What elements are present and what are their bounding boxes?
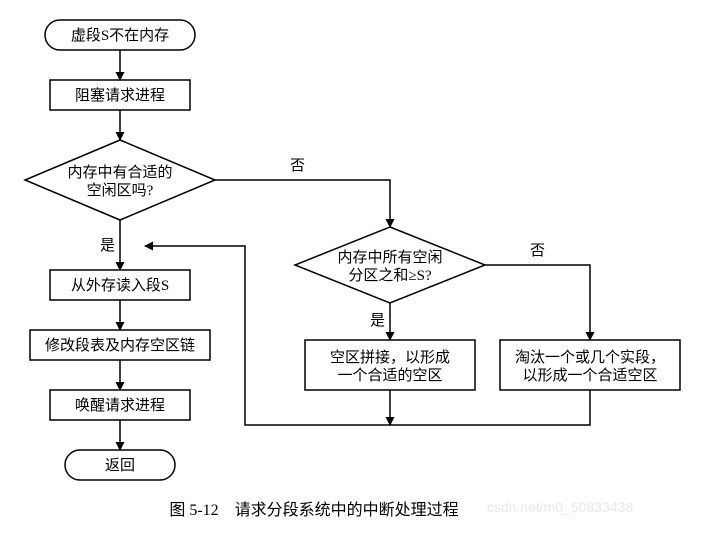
node-text: 返回 — [105, 457, 135, 474]
node-text: 内存中有合适的 — [67, 164, 172, 181]
node-text: 空区拼接，以形成 — [330, 349, 450, 366]
node-text: 空闲区吗? — [87, 182, 154, 199]
edge-label: 否 — [530, 243, 545, 259]
node-text: 虚段S不在内存 — [71, 27, 169, 44]
node-text: 唤醒请求进程 — [75, 397, 165, 414]
node-text: 分区之和≥S? — [348, 267, 432, 284]
edge — [390, 390, 590, 425]
node-merge: 空区拼接，以形成一个合适的空区 — [305, 340, 475, 390]
node-text: 淘汰一个或几个实段， — [515, 349, 665, 366]
edge-label: 是 — [370, 313, 385, 329]
node-evict: 淘汰一个或几个实段，以形成一个合适空区 — [500, 340, 680, 390]
edge — [215, 180, 390, 227]
edge — [485, 265, 590, 340]
node-block: 阻塞请求进程 — [50, 80, 190, 110]
node-wake: 唤醒请求进程 — [50, 390, 190, 420]
node-read: 从外存读入段S — [50, 270, 190, 300]
caption: 图 5-12 请求分段系统中的中断处理过程 — [169, 501, 458, 519]
node-text: 阻塞请求进程 — [75, 86, 165, 104]
node-text: 内存中所有空闲 — [337, 249, 442, 266]
node-text: 以形成一个合适空区 — [522, 367, 657, 384]
node-text: 从外存读入段S — [71, 277, 169, 294]
node-start: 虚段S不在内存 — [45, 20, 195, 50]
node-modify: 修改段表及内存空区链 — [30, 330, 210, 360]
edge-label: 是 — [100, 238, 115, 254]
node-text: 一个合适的空区 — [337, 367, 442, 384]
watermark: csdn.net/m0_50833438 — [487, 499, 634, 515]
node-d1: 内存中有合适的空闲区吗? — [25, 140, 215, 220]
node-return: 返回 — [65, 450, 175, 480]
node-d2: 内存中所有空闲分区之和≥S? — [295, 227, 485, 303]
nodes: 虚段S不在内存阻塞请求进程内存中有合适的空闲区吗?从外存读入段S修改段表及内存空… — [25, 20, 680, 480]
edge-label: 否 — [290, 158, 305, 174]
node-text: 修改段表及内存空区链 — [45, 337, 195, 354]
